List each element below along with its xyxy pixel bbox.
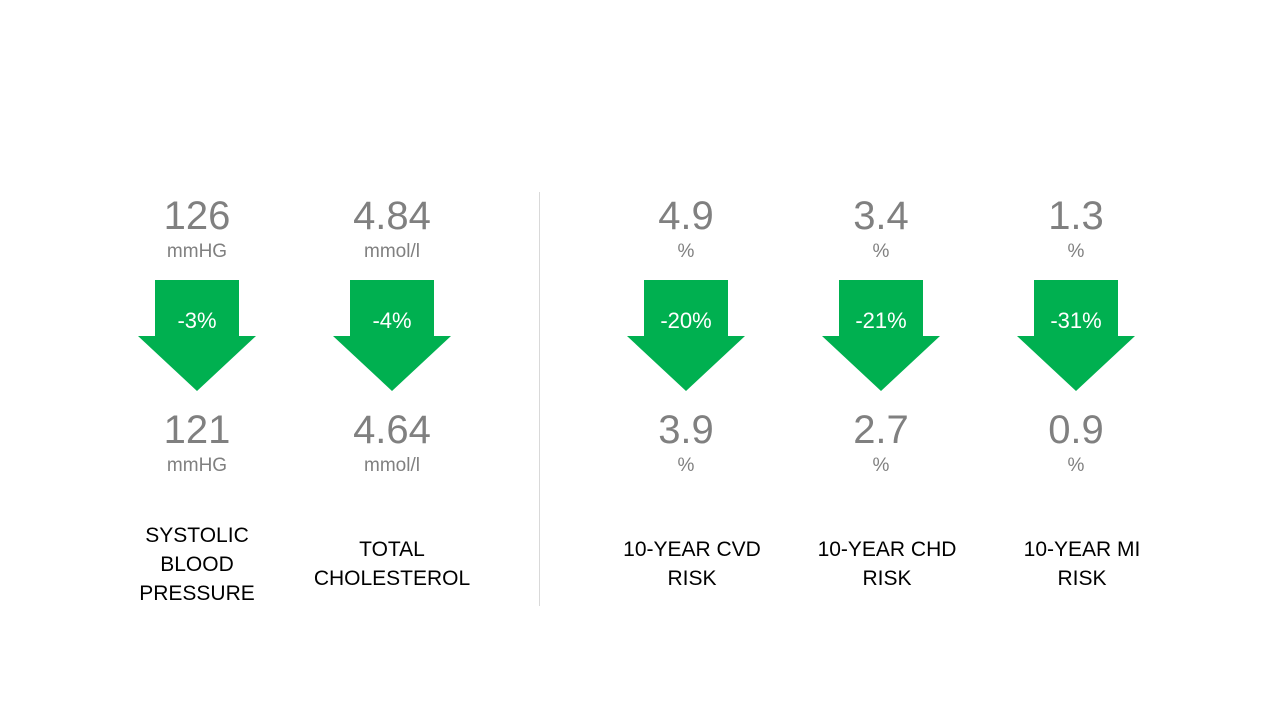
- after-unit: %: [677, 455, 695, 476]
- before-unit: %: [1067, 241, 1085, 262]
- change-percent: -4%: [372, 308, 412, 333]
- metric-label-line: BLOOD: [160, 553, 234, 576]
- after-value: 4.64: [353, 408, 431, 452]
- metric-label-line: CHOLESTEROL: [313, 567, 471, 590]
- down-arrow-icon: -31%: [1017, 280, 1135, 391]
- down-arrow-shape: [333, 280, 451, 391]
- after-unit: %: [872, 455, 890, 476]
- down-arrow-shape: [822, 280, 940, 391]
- down-arrow-icon: -3%: [138, 280, 256, 391]
- before-value: 4.9: [658, 194, 714, 238]
- down-arrow-shape: [1017, 280, 1135, 391]
- before-value: 126: [163, 194, 231, 238]
- before-value: 4.84: [353, 194, 431, 238]
- after-value: 3.9: [658, 408, 714, 452]
- vertical-divider: [539, 192, 540, 606]
- metric-label: SYSTOLIC BLOOD PRESSURE: [87, 521, 307, 608]
- down-arrow-shape: [627, 280, 745, 391]
- metric-label: 10-YEAR CVD RISK: [582, 535, 802, 593]
- before-unit: %: [677, 241, 695, 262]
- metric-label: TOTAL CHOLESTEROL: [282, 535, 502, 593]
- metric-total-cholesterol: 4.84 mmol/l -4% 4.64 mmol/l TOTAL CHOLES…: [292, 0, 492, 720]
- after-value: 2.7: [853, 408, 909, 452]
- metric-label-line: 10-YEAR CVD: [623, 538, 761, 561]
- before-unit: mmol/l: [364, 241, 420, 262]
- down-arrow-icon: -21%: [822, 280, 940, 391]
- metric-systolic-blood-pressure: 126 mmHG -3% 121 mmHG SYSTOLIC BLOOD PRE…: [97, 0, 297, 720]
- change-percent: -21%: [855, 308, 907, 333]
- metric-label: 10-YEAR MI RISK: [972, 535, 1192, 593]
- metric-label-line: 10-YEAR CHD: [817, 538, 957, 561]
- after-unit: %: [1067, 455, 1085, 476]
- metric-10-year-chd-risk: 3.4 % -21% 2.7 % 10-YEAR CHD RISK: [781, 0, 981, 720]
- after-value: 121: [163, 408, 231, 452]
- metric-label: 10-YEAR CHD RISK: [777, 535, 997, 593]
- metric-label-line: RISK: [862, 567, 912, 590]
- after-unit: mmHG: [166, 455, 228, 476]
- metric-10-year-mi-risk: 1.3 % -31% 0.9 % 10-YEAR MI RISK: [976, 0, 1176, 720]
- before-unit: %: [872, 241, 890, 262]
- metric-label-line: RISK: [1057, 567, 1107, 590]
- metric-10-year-cvd-risk: 4.9 % -20% 3.9 % 10-YEAR CVD RISK: [586, 0, 786, 720]
- after-unit: mmol/l: [364, 455, 420, 476]
- down-arrow-shape: [138, 280, 256, 391]
- metric-label-line: 10-YEAR MI: [1023, 538, 1141, 561]
- metric-label-line: RISK: [667, 567, 717, 590]
- change-percent: -31%: [1050, 308, 1102, 333]
- before-unit: mmHG: [166, 241, 228, 262]
- change-percent: -20%: [660, 308, 712, 333]
- after-value: 0.9: [1048, 408, 1104, 452]
- before-value: 3.4: [853, 194, 909, 238]
- metric-label-line: TOTAL: [359, 538, 425, 561]
- change-percent: -3%: [177, 308, 217, 333]
- metric-label-line: SYSTOLIC: [145, 524, 249, 547]
- before-value: 1.3: [1048, 194, 1104, 238]
- down-arrow-icon: -20%: [627, 280, 745, 391]
- down-arrow-icon: -4%: [333, 280, 451, 391]
- metric-label-line: PRESSURE: [139, 582, 255, 605]
